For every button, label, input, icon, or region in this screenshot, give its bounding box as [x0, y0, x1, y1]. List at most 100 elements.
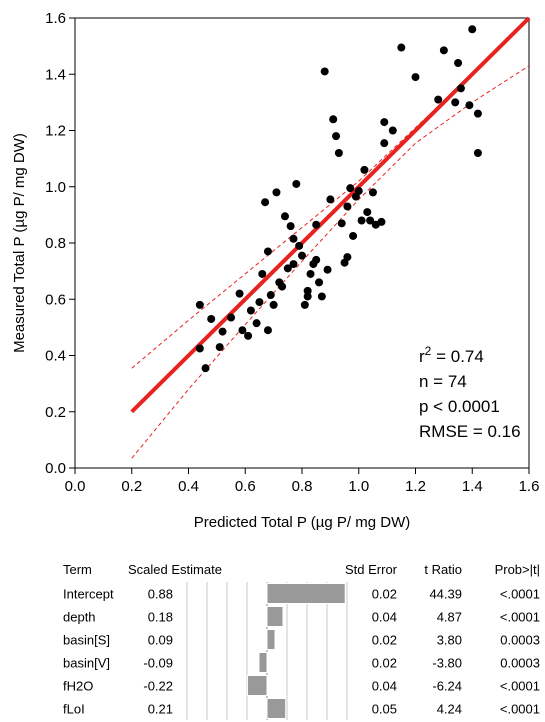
data-point: [332, 132, 341, 141]
estimate-bar: [266, 606, 284, 627]
data-point: [263, 247, 272, 256]
data-point: [292, 179, 301, 188]
data-point: [368, 188, 377, 197]
std-error-value: 0.04: [372, 610, 397, 625]
data-point: [468, 25, 477, 34]
std-error-value: 0.02: [372, 587, 397, 602]
data-point: [258, 269, 267, 278]
data-point: [201, 364, 210, 373]
data-point: [315, 278, 324, 287]
data-point: [303, 286, 312, 295]
data-point: [411, 73, 420, 82]
t-ratio-value: -3.80: [432, 656, 462, 671]
data-point: [334, 149, 343, 157]
data-point: [388, 126, 397, 135]
stat-n: n = 74: [419, 372, 467, 391]
estimate-bar: [246, 675, 268, 696]
r-squared-base: r: [419, 347, 425, 366]
data-point: [366, 216, 375, 225]
r-squared-value: = 0.74: [431, 347, 483, 366]
y-tick-label: 0.0: [45, 460, 66, 477]
confidence-upper-line: [131, 17, 530, 369]
estimate-bar: [266, 629, 276, 650]
data-point: [439, 46, 448, 55]
estimate-bar: [266, 698, 287, 719]
data-point: [343, 202, 352, 211]
term-label: fLoI: [63, 702, 85, 717]
x-tick-label: 1.6: [519, 478, 540, 495]
data-point: [255, 298, 264, 307]
data-point: [278, 282, 287, 291]
y-tick-label: 0.2: [45, 404, 66, 421]
data-point: [473, 109, 482, 118]
term-label: fH2O: [63, 679, 93, 694]
data-point: [320, 67, 329, 76]
t-ratio-value: 44.39: [429, 587, 462, 602]
x-tick-label: 1.0: [348, 478, 369, 495]
data-point: [195, 300, 204, 309]
term-label: basin[V]: [63, 656, 110, 671]
data-point: [252, 319, 261, 328]
std-error-value: 0.05: [372, 702, 397, 717]
data-point: [326, 195, 335, 204]
x-tick-label: 0.0: [65, 478, 86, 495]
y-tick-label: 1.6: [45, 10, 66, 27]
col-header-std-error: Std Error: [345, 562, 398, 577]
data-point: [303, 292, 312, 301]
data-point: [263, 326, 272, 335]
estimate-value: -0.09: [143, 656, 173, 671]
data-point: [329, 115, 338, 124]
data-point: [306, 269, 315, 278]
data-point: [227, 313, 236, 322]
data-point: [317, 292, 326, 301]
estimate-value: 0.09: [148, 633, 173, 648]
prob-value: <.0001: [500, 702, 540, 717]
col-header-estimate: Scaled Estimate: [128, 562, 222, 577]
data-point: [269, 300, 278, 309]
data-point: [272, 188, 281, 197]
std-error-value: 0.02: [372, 633, 397, 648]
data-point: [261, 198, 270, 207]
data-point: [266, 291, 275, 300]
data-point: [456, 84, 465, 93]
data-point: [323, 265, 332, 274]
x-tick-label: 1.4: [462, 478, 483, 495]
y-tick-label: 0.8: [45, 235, 66, 252]
parameter-estimates-table: Term Scaled Estimate Std Error t Ratio Prob>…: [63, 562, 540, 720]
stat-r-squared: r2 = 0.74: [419, 344, 484, 366]
data-point: [363, 208, 372, 217]
y-axis-title: Measured Total P (µg P/ mg DW): [11, 133, 28, 353]
x-tick-label: 0.4: [178, 478, 199, 495]
y-tick-label: 1.0: [45, 179, 66, 196]
data-point: [312, 220, 321, 229]
data-point: [380, 118, 389, 127]
std-error-value: 0.04: [372, 679, 397, 694]
data-point: [312, 255, 321, 264]
data-point: [215, 343, 224, 352]
term-label: depth: [63, 610, 96, 625]
std-error-value: 0.02: [372, 656, 397, 671]
data-point: [280, 212, 289, 221]
data-point: [451, 98, 460, 107]
x-tick-label: 0.8: [292, 478, 313, 495]
r-squared-exponent: 2: [425, 344, 432, 358]
data-point: [246, 306, 255, 315]
data-point: [465, 101, 474, 110]
col-header-t-ratio: t Ratio: [424, 562, 462, 577]
data-point: [289, 260, 298, 269]
col-header-term: Term: [63, 562, 92, 577]
data-point: [300, 300, 309, 309]
col-header-prob: Prob>|t|: [495, 562, 540, 577]
data-point: [235, 289, 244, 298]
prob-value: <.0001: [500, 587, 540, 602]
estimate-value: 0.18: [148, 610, 173, 625]
estimate-value: 0.88: [148, 587, 173, 602]
data-point: [473, 149, 482, 157]
data-point: [207, 314, 216, 323]
confidence-lower-line: [131, 65, 530, 459]
data-point: [244, 331, 253, 340]
prob-value: 0.0003: [500, 656, 540, 671]
data-point: [377, 217, 386, 226]
data-point: [286, 222, 295, 231]
